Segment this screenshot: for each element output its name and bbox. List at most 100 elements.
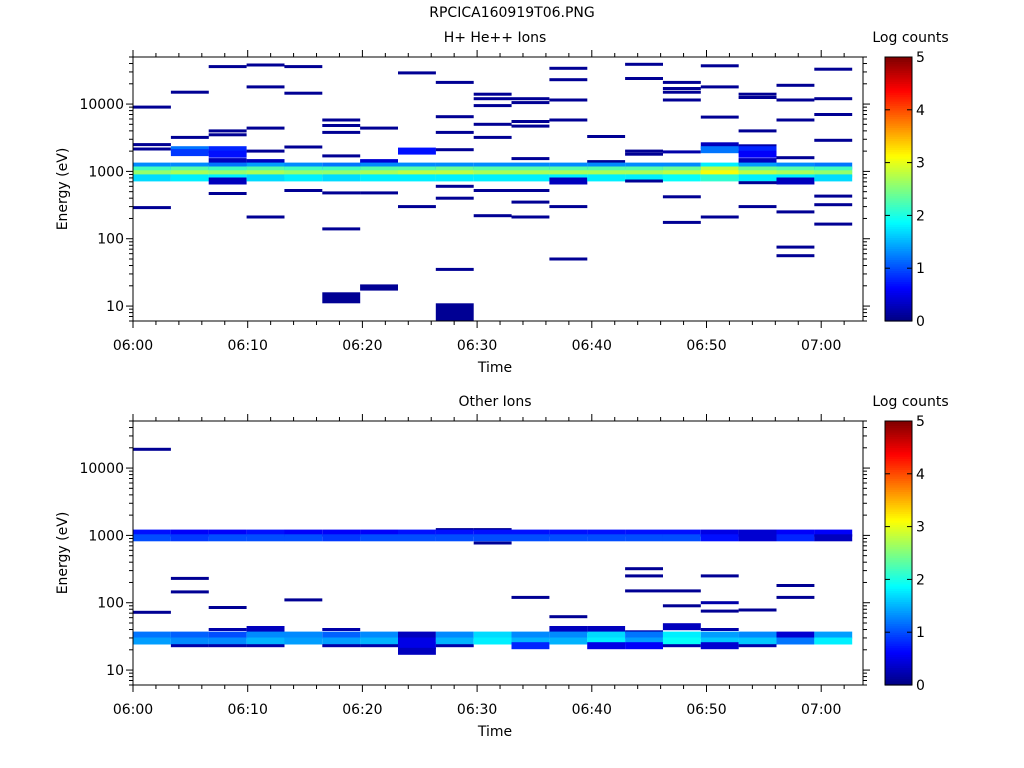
heatmap-cell [662, 87, 701, 90]
heatmap-cell [360, 166, 398, 174]
heatmap-cell [738, 144, 777, 148]
colorbar-segment [885, 312, 912, 315]
heatmap-cell [549, 98, 588, 102]
colorbar-segment [885, 68, 912, 71]
x-tick-label: 06:00 [113, 338, 153, 354]
heatmap-cell [549, 118, 588, 122]
heatmap-cell [398, 166, 436, 174]
heatmap-cell [170, 166, 209, 174]
heatmap-cell [549, 626, 588, 633]
heatmap-cell [738, 146, 777, 154]
heatmap-cell [398, 631, 436, 639]
heatmap-cell [511, 120, 550, 123]
colorbar-segment [885, 74, 912, 78]
colorbar-segment [885, 586, 912, 589]
colorbar-segment [885, 87, 912, 91]
colorbar-segment [885, 509, 912, 512]
heatmap-cell [662, 195, 701, 199]
colorbar-segment [885, 465, 912, 468]
heatmap-cell [814, 194, 853, 198]
heatmap-cell [511, 174, 550, 182]
heatmap-cell [625, 642, 663, 650]
colorbar-segment [885, 94, 912, 98]
colorbar-segment [885, 191, 912, 194]
colorbar-segment [885, 171, 912, 175]
heatmap-cell [700, 174, 739, 182]
heatmap-cell [360, 284, 398, 291]
colorbar-segment [885, 204, 912, 208]
colorbar-segment [885, 539, 912, 543]
colorbar-segment [885, 423, 912, 426]
x-tick-label: 07:00 [801, 702, 841, 718]
heatmap-cell [587, 135, 626, 138]
colorbar-segment [885, 272, 912, 276]
heatmap-cells [133, 62, 853, 321]
plot-frame [132, 56, 864, 322]
heatmap-cell [776, 98, 815, 102]
heatmap-cell [700, 142, 739, 150]
colorbar-segment [885, 290, 912, 293]
heatmap-cell [208, 192, 247, 195]
colorbar-segment [885, 250, 912, 254]
colorbar-segment [885, 467, 912, 470]
heatmap-cell [435, 115, 474, 119]
heatmap-cell [322, 292, 361, 304]
heatmap-cell [360, 529, 398, 537]
colorbar-segment [885, 103, 912, 106]
colorbar-segment [885, 241, 912, 245]
colorbar-segment [885, 500, 912, 503]
heatmap-cell [360, 174, 398, 182]
colorbar-segment [885, 206, 912, 210]
colorbar-segment [885, 134, 912, 137]
heatmap-cell [284, 170, 323, 178]
colorbar-segment [885, 180, 912, 183]
colorbar-segment [885, 162, 912, 166]
heatmap-cell [738, 637, 777, 645]
colorbar-tick-label: 0 [916, 314, 925, 330]
heatmap-cell [133, 610, 171, 614]
heatmap-cell [208, 644, 247, 648]
heatmap-cell [662, 644, 701, 648]
colorbar-segment [885, 193, 912, 197]
heatmap-cell [549, 615, 588, 619]
heatmap-cell [246, 631, 285, 639]
colorbar-segment [885, 427, 912, 431]
heatmap-cell [284, 598, 323, 602]
heatmap-cell [625, 567, 663, 571]
colorbar-segment [885, 649, 912, 653]
colorbar-segment [885, 149, 912, 153]
heatmap-cell [170, 590, 209, 594]
heatmap-cell [473, 166, 512, 174]
colorbar-segment [885, 57, 912, 60]
colorbar-segment [885, 557, 912, 561]
heatmap-cell [398, 637, 436, 645]
colorbar-segment [885, 98, 912, 102]
colorbar-segment [885, 445, 912, 448]
heatmap-cell [814, 534, 853, 542]
heatmap-cell [322, 637, 361, 645]
colorbar-segment [885, 226, 912, 230]
colorbar-label: Log counts [872, 30, 948, 46]
heatmap-cell [700, 529, 739, 537]
heatmap-cell [133, 170, 171, 178]
colorbar-segment [885, 550, 912, 554]
heatmap-cell [133, 143, 171, 147]
heatmap-cell [133, 166, 171, 174]
heatmap-cell [473, 135, 512, 139]
colorbar-tick-label: 4 [916, 467, 925, 483]
colorbar-segment [885, 517, 912, 521]
colorbar-segment [885, 70, 912, 73]
heatmap-cell [549, 534, 588, 542]
colorbar-segment [885, 237, 912, 241]
heatmap-cell [700, 146, 739, 154]
heatmap-cell [398, 647, 436, 655]
colorbar-segment [885, 647, 912, 651]
heatmap-cell [208, 628, 247, 631]
heatmap-cell [473, 170, 512, 178]
colorbar-segment [885, 680, 912, 684]
colorbar-segment [885, 553, 912, 556]
heatmap-cell [700, 115, 739, 119]
colorbar-segment [885, 564, 912, 567]
heatmap-cell [435, 529, 474, 537]
